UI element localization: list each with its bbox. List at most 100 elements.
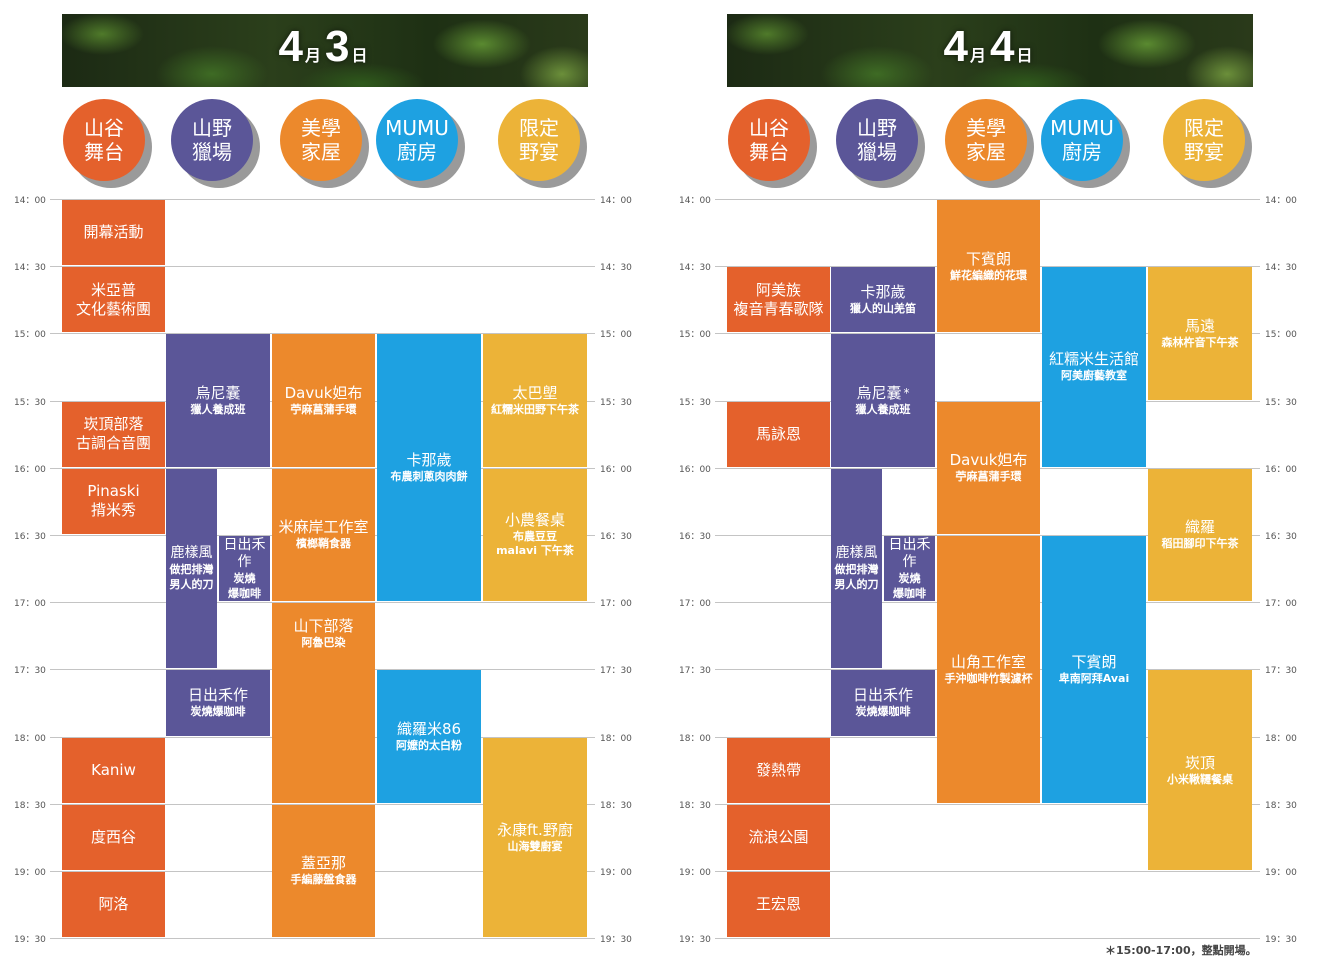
time-label-right: 19：00: [600, 868, 632, 878]
event-subtitle: 布農豆豆 malavi 下午茶: [496, 530, 574, 558]
event-title: 小農餐桌: [505, 511, 565, 530]
event-block[interactable]: 日出禾作 炭燒爆咖啡: [166, 670, 270, 736]
event-subtitle: 炭燒爆咖啡: [190, 705, 246, 719]
event-block[interactable]: 織羅米86 阿嬤的太白粉: [377, 670, 481, 803]
event-title-text: Davuk妲布: [949, 451, 1028, 470]
event-block[interactable]: 小農餐桌 布農豆豆 malavi 下午茶: [483, 468, 587, 602]
time-label-left: 15：00: [14, 330, 46, 341]
event-block[interactable]: Davuk妲布 苧麻菖蒲手環: [937, 401, 1040, 534]
event-title-text: 日出禾作: [223, 536, 266, 570]
event-title-text: 度西谷: [90, 827, 136, 846]
date-day: 4: [990, 22, 1015, 71]
event-block[interactable]: 崁頂 小米鞦韆餐桌: [1148, 670, 1252, 870]
event-block[interactable]: 鹿樣風 做把排灣 男人的刀: [831, 468, 882, 669]
event-title-text: 織羅: [1184, 518, 1215, 537]
time-label-left: 14：30: [679, 263, 711, 274]
event-block[interactable]: 下賓朗 鮮花編織的花環: [937, 200, 1040, 333]
time-label-right: 17：00: [600, 599, 632, 610]
event-block[interactable]: 蓋亞那 手編藤盤食器: [272, 804, 375, 938]
event-title-text: 阿洛: [98, 895, 129, 914]
time-label-left: 14：30: [14, 263, 46, 274]
time-label-right: 16：30: [600, 532, 632, 542]
time-gridline: [715, 803, 1260, 805]
event-block[interactable]: 度西谷: [62, 804, 165, 870]
time-label-right: 15：00: [1265, 330, 1297, 341]
event-block[interactable]: 織羅 稻田腳印下午茶: [1148, 468, 1252, 602]
time-label-left: 17：00: [14, 599, 46, 610]
time-label-left: 17：30: [14, 666, 46, 677]
time-label-left: 19：30: [14, 935, 46, 946]
event-block[interactable]: 烏尼囊 獵人養成班: [166, 334, 270, 467]
event-block[interactable]: 崁頂部落 古調合音團: [62, 401, 165, 467]
event-title: Davuk妲布: [950, 451, 1028, 470]
event-block[interactable]: 發熱帶: [727, 737, 830, 803]
venue-header: 山野 獵場: [171, 99, 253, 181]
event-title-text: Pinaski 揹米秀: [87, 482, 140, 520]
event-block[interactable]: Pinaski 揹米秀: [62, 468, 165, 534]
time-label-right: 16：00: [1265, 464, 1297, 475]
event-block[interactable]: 卡那歲 獵人的山羌笛: [831, 267, 935, 333]
event-block[interactable]: 米亞普 文化藝術團: [62, 267, 165, 333]
event-title: 織羅米86: [397, 720, 461, 739]
event-block[interactable]: 阿洛: [62, 872, 165, 938]
event-block[interactable]: 流浪公園: [727, 804, 830, 870]
event-title: Pinaski 揹米秀: [87, 482, 139, 520]
event-block[interactable]: 阿美族 複音青春歌隊: [727, 267, 830, 333]
time-label-left: 15：30: [679, 397, 711, 408]
event-title: 日出禾作: [853, 686, 913, 705]
event-title: 鹿樣風: [171, 545, 213, 562]
event-block[interactable]: 日出禾作 炭燒 爆咖啡: [884, 536, 935, 602]
event-subtitle: 獵人養成班: [855, 403, 911, 417]
event-block[interactable]: 山下部落 阿魯巴染: [272, 603, 375, 803]
event-block[interactable]: 卡那歲 布農刺蔥肉肉餅: [377, 334, 481, 602]
time-label-left: 18：00: [14, 733, 46, 744]
event-block[interactable]: 王宏恩: [727, 872, 830, 938]
time-label-left: 15：30: [14, 397, 46, 408]
event-block[interactable]: 鹿樣風 做把排灣 男人的刀: [166, 468, 217, 669]
footnote: ＊15:00-17:00，整點開場。: [1105, 944, 1257, 957]
date-title: 4 月4 日: [727, 22, 1253, 72]
event-block[interactable]: Kaniw: [62, 737, 165, 803]
date-month: 4: [278, 22, 303, 71]
time-label-left: 16：30: [14, 532, 46, 542]
event-block[interactable]: 米麻岸工作室 檳榔鞘食器: [272, 468, 375, 602]
event-block[interactable]: 烏尼囊 * 獵人養成班: [831, 334, 935, 467]
time-label-right: 17：30: [600, 666, 632, 677]
event-subtitle: 苧麻菖蒲手環: [955, 470, 1022, 484]
event-title-text: 米亞普 文化藝術團: [75, 280, 151, 318]
event-block[interactable]: 下賓朗 卑南阿拜Avai: [1042, 536, 1146, 803]
date-day-unit: 日: [1016, 46, 1033, 65]
event-subtitle: 做把排灣 男人的刀: [169, 563, 214, 592]
event-title-text: 下賓朗: [1071, 652, 1117, 671]
event-block[interactable]: 永康ft.野廚 山海雙廚宴: [483, 737, 587, 938]
date-day: 3: [325, 22, 350, 71]
event-block[interactable]: 山角工作室 手沖咖啡竹製濾杯: [937, 536, 1040, 803]
event-title: 下賓朗: [1071, 653, 1116, 672]
event-block[interactable]: 日出禾作 炭燒 爆咖啡: [219, 536, 270, 602]
event-block[interactable]: 太巴塱 紅糯米田野下午茶: [483, 334, 587, 467]
event-title: 阿洛: [98, 895, 128, 914]
event-block[interactable]: 馬詠恩: [727, 401, 830, 467]
event-subtitle: 獵人的山羌笛: [850, 302, 916, 316]
event-subtitle: 山海雙廚宴: [507, 839, 563, 853]
venue-header: MUMU 廚房: [1041, 99, 1123, 181]
event-title: 卡那歲: [406, 451, 451, 470]
event-title: 日出禾作: [219, 537, 270, 571]
event-subtitle: 稻田腳印下午茶: [1161, 537, 1239, 551]
event-title-text: 太巴塱: [512, 384, 558, 403]
event-title: 阿美族 複音青春歌隊: [733, 281, 823, 319]
event-block[interactable]: 開幕活動: [62, 200, 165, 266]
event-block[interactable]: 日出禾作 炭燒爆咖啡: [831, 670, 935, 736]
event-title: 流浪公園: [748, 828, 808, 847]
event-block[interactable]: 紅糯米生活館 阿美廚藝教室: [1042, 267, 1146, 467]
event-block[interactable]: 馬遠 森林杵音下午茶: [1148, 267, 1252, 400]
date-month-unit: 月: [969, 46, 986, 65]
time-label-left: 15：00: [679, 330, 711, 341]
event-subtitle: 炭燒爆咖啡: [855, 705, 911, 719]
time-label-left: 17：00: [679, 599, 711, 610]
event-title: 度西谷: [91, 828, 136, 847]
time-gridline: [715, 535, 1260, 536]
time-label-right: 18：30: [600, 800, 632, 811]
event-title: 烏尼囊: [195, 384, 240, 403]
event-block[interactable]: Davuk妲布 苧麻菖蒲手環: [272, 334, 375, 467]
